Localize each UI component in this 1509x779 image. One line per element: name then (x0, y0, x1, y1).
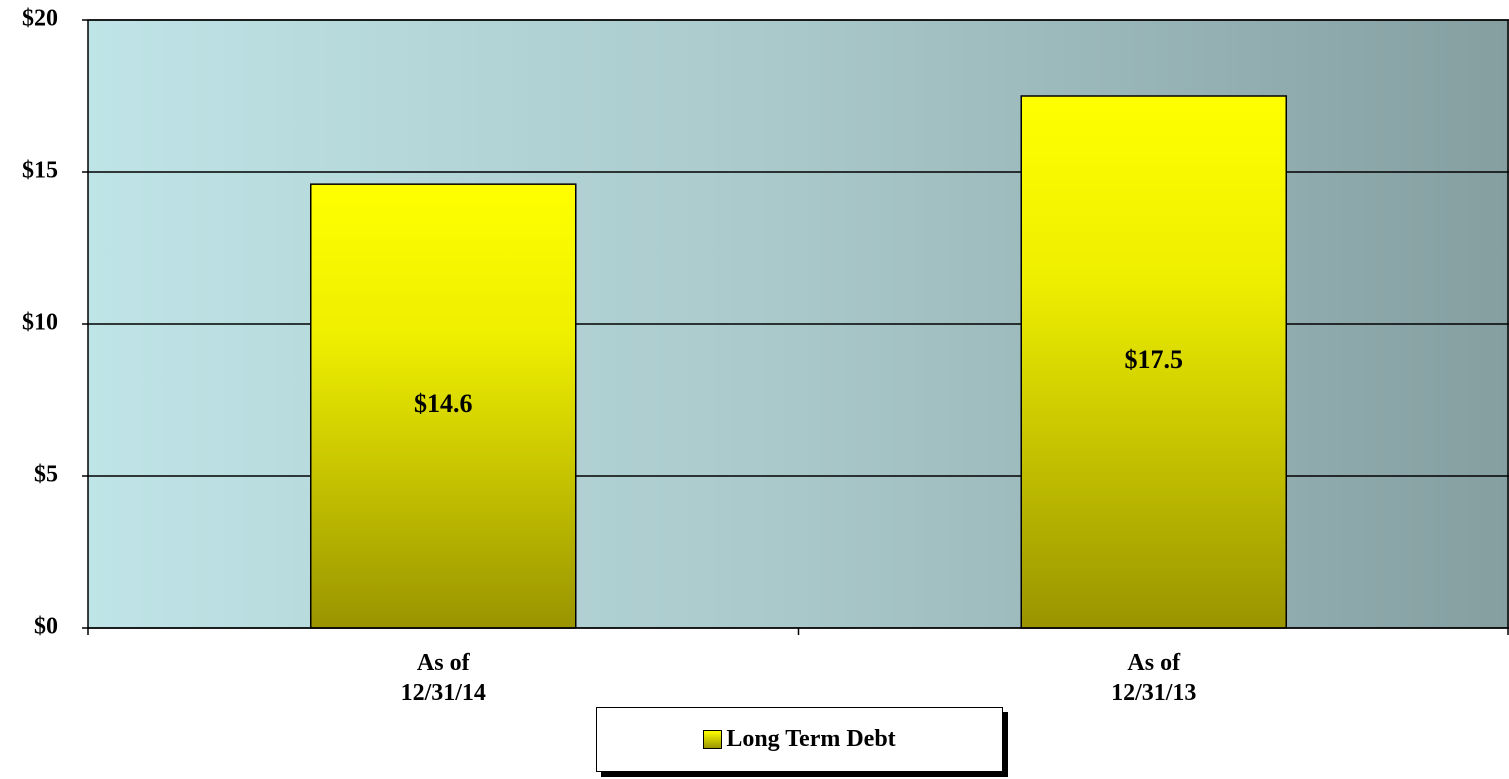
legend-swatch (703, 730, 723, 749)
y-tick-label: $15 (22, 158, 58, 184)
y-tick-label: $20 (22, 6, 58, 32)
bar (309, 183, 577, 629)
legend-label: Long Term Debt (726, 726, 896, 752)
x-tick-label: As of 12/31/14 (400, 650, 486, 706)
y-tick-label: $0 (34, 614, 58, 640)
y-tick-label: $5 (34, 462, 58, 488)
legend: Long Term Debt (596, 707, 1003, 772)
y-tick-label: $10 (22, 310, 58, 336)
value-label: $14.6 (414, 389, 473, 418)
x-tick-label: As of 12/31/13 (1111, 650, 1197, 706)
value-label: $17.5 (1125, 345, 1184, 374)
plot-border (87, 19, 1509, 629)
